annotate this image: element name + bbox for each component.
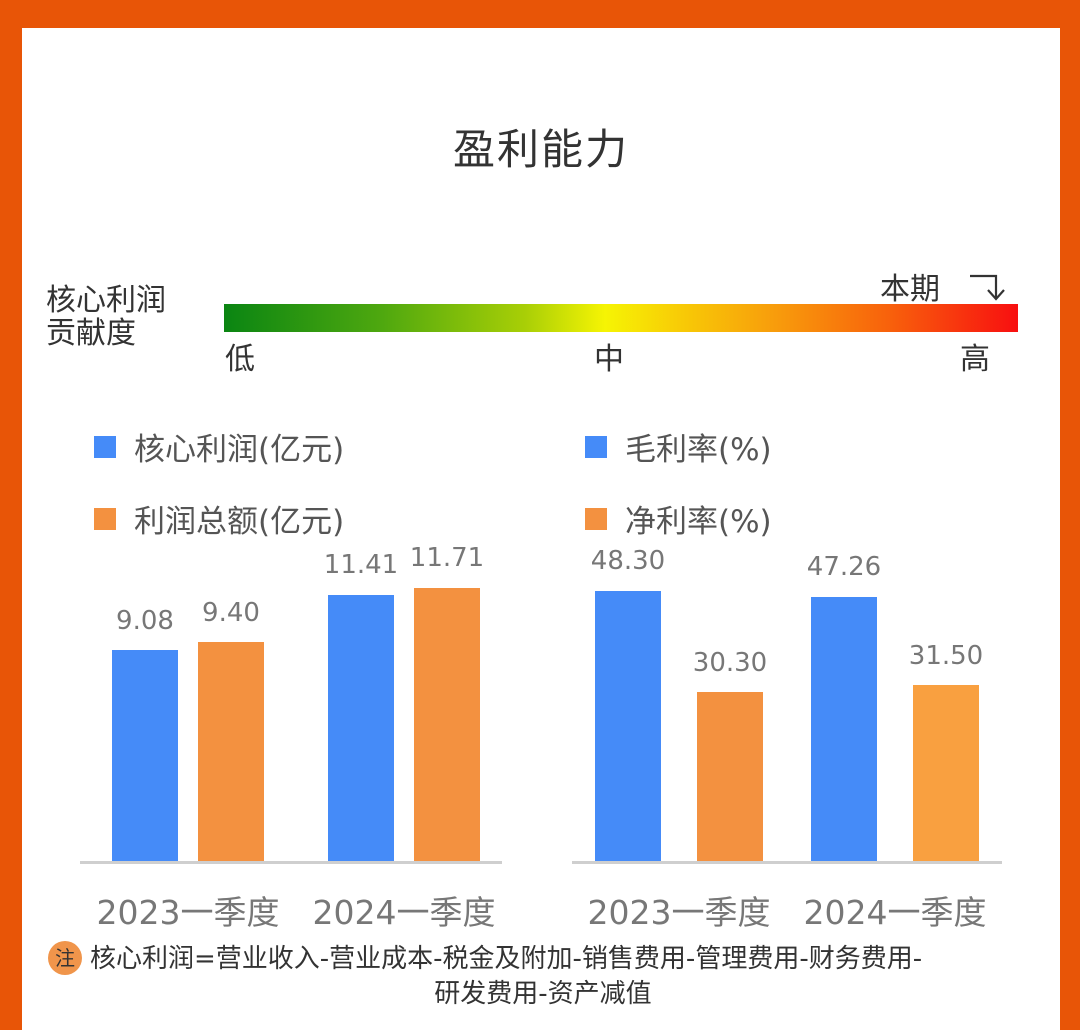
legend-label: 利润总额(亿元) — [134, 504, 345, 540]
legend-total-profit: 利润总额(亿元) — [94, 496, 344, 541]
legend-swatch-blue — [585, 435, 607, 458]
bar-gross-margin-2024q1 — [811, 597, 877, 862]
legend-label: 净利率(%) — [625, 504, 772, 540]
scale-label: 核心利润 贡献度 — [46, 284, 166, 350]
legend-swatch-orange — [585, 507, 607, 530]
turn-down-arrow-icon — [970, 274, 1005, 301]
category-label: 2024一季度 — [312, 893, 496, 932]
current-period-marker: 本期 — [880, 272, 940, 307]
bar-core-profit-2024q1 — [328, 595, 394, 862]
note-badge-icon: 注 — [48, 940, 82, 975]
bar-core-profit-2023q1 — [112, 650, 178, 862]
bar-value: 11.71 — [409, 543, 485, 573]
legend-label: 核心利润(亿元) — [134, 432, 345, 468]
footnote-text: 核心利润=营业收入-营业成本-税金及附加-销售费用-管理费用-财务费用- — [90, 944, 923, 974]
scale-mid-label: 中 — [594, 342, 624, 377]
x-axis-line — [80, 861, 502, 864]
bar-value: 11.41 — [323, 550, 399, 580]
bar-gross-margin-2023q1 — [595, 591, 661, 862]
category-label: 2024一季度 — [803, 893, 987, 932]
footnote: 注核心利润=营业收入-营业成本-税金及附加-销售费用-管理费用-财务费用- 研发… — [48, 940, 1038, 1011]
bar-value: 48.30 — [590, 546, 666, 576]
bar-value: 30.30 — [692, 648, 768, 678]
bar-total-profit-2024q1 — [414, 588, 480, 862]
legend-core-profit: 核心利润(亿元) — [94, 424, 344, 469]
legend-swatch-orange — [94, 507, 116, 530]
footnote-line1: 注核心利润=营业收入-营业成本-税金及附加-销售费用-管理费用-财务费用- — [48, 940, 1038, 977]
profitability-card: 盈利能力 核心利润 贡献度 本期 低 中 高 核心利润(亿元) 利润总额(亿元)… — [22, 28, 1060, 1030]
x-axis-line — [572, 861, 1002, 864]
scale-label-line1: 核心利润 — [46, 283, 166, 318]
bar-value: 31.50 — [908, 641, 984, 671]
category-label: 2023一季度 — [96, 893, 280, 932]
bar-value: 9.08 — [116, 606, 174, 636]
footnote-line2: 研发费用-资产减值 — [434, 978, 652, 1009]
page-title: 盈利能力 — [452, 125, 629, 174]
bar-value: 47.26 — [806, 552, 882, 582]
legend-swatch-blue — [94, 435, 116, 458]
scale-label-line2: 贡献度 — [46, 316, 136, 351]
legend-label: 毛利率(%) — [625, 432, 772, 468]
scale-low-label: 低 — [225, 342, 255, 377]
contribution-gradient-bar — [224, 304, 1018, 332]
legend-net-margin: 净利率(%) — [585, 496, 772, 541]
legend-gross-margin: 毛利率(%) — [585, 424, 772, 469]
bar-net-margin-2023q1 — [697, 692, 763, 862]
bar-value: 9.40 — [202, 598, 260, 628]
scale-high-label: 高 — [960, 342, 990, 377]
category-label: 2023一季度 — [587, 893, 771, 932]
bar-total-profit-2023q1 — [198, 642, 264, 862]
bar-net-margin-2024q1 — [913, 685, 979, 862]
